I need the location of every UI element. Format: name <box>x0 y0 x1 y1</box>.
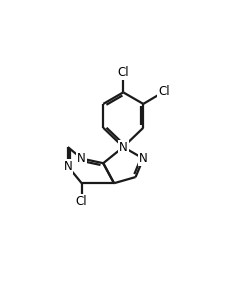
Text: Cl: Cl <box>158 85 169 98</box>
Text: N: N <box>63 160 72 173</box>
Text: N: N <box>77 152 86 165</box>
Text: N: N <box>118 140 127 153</box>
Text: N: N <box>138 152 147 165</box>
Text: Cl: Cl <box>117 66 128 79</box>
Text: Cl: Cl <box>76 195 87 208</box>
